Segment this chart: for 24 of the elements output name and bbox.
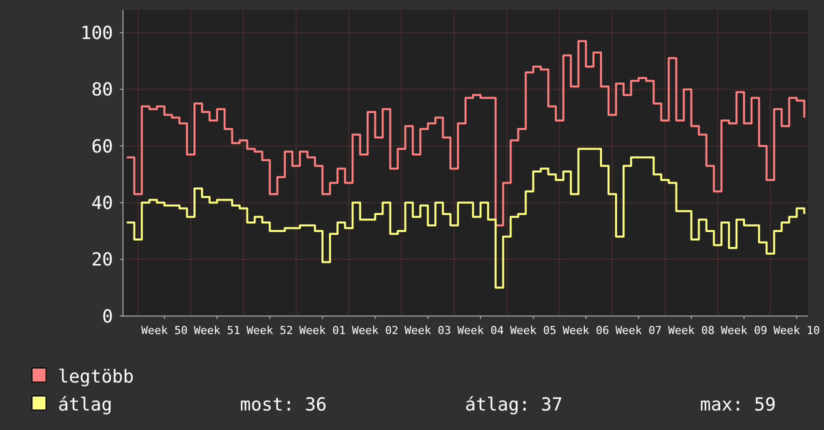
text: átlag: 37	[465, 394, 563, 416]
y-tick-label: 40	[91, 192, 113, 214]
y-tick-label: 80	[91, 80, 113, 101]
y-tick-label: 60	[91, 136, 113, 158]
y-tick-label: 0	[102, 306, 113, 328]
x-tick-label: Week 50	[141, 324, 188, 337]
x-tick-label: Week 02	[352, 324, 398, 337]
x-tick-label: Week 05	[510, 324, 556, 337]
x-tick-label: Week 04	[457, 324, 504, 337]
x-tick-label: Week 09	[720, 324, 768, 337]
x-tick-label: Week 03	[404, 324, 452, 337]
x-tick-label: Week 52	[246, 324, 293, 337]
x-tick-label: Week 51	[194, 324, 240, 337]
y-tick-label: 100	[80, 22, 113, 44]
legend-label: átlag	[58, 394, 112, 416]
x-tick-label: Week 10	[774, 324, 820, 337]
x-tick-label: Week 06	[562, 324, 610, 337]
x-tick-label: Week 08	[668, 324, 715, 337]
x-tick-label: Week 07	[615, 324, 662, 337]
x-tick-label: Week 01	[299, 324, 346, 337]
text: max: 59	[700, 394, 776, 416]
legend-label: legtöbb	[58, 366, 134, 388]
text: most: 36	[240, 394, 327, 416]
y-tick-label: 20	[91, 250, 113, 271]
